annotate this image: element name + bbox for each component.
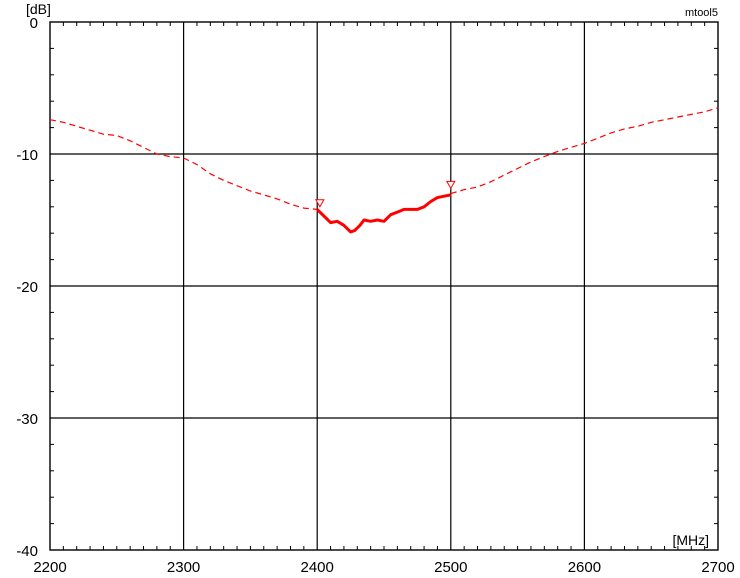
x-tick-label: 2200 — [33, 559, 66, 576]
markers — [315, 180, 456, 208]
y-tick-label: -30 — [16, 411, 38, 428]
x-tick-label: 2400 — [301, 559, 334, 576]
x-axis-label: [MHz] — [672, 532, 709, 548]
brand-label: mtool5 — [685, 7, 718, 19]
trace — [49, 107, 719, 234]
trace-line-lower — [49, 119, 318, 210]
y-tick-label: -40 — [16, 543, 38, 560]
x-tick-labels: 2200 2300 2400 2500 2600 2700 — [33, 559, 734, 576]
y-tick-label: -10 — [16, 147, 38, 164]
y-tick-labels: 0 -10 -20 -30 -40 — [16, 15, 38, 560]
axis-labels: [dB] mtool5 [MHz] — [26, 1, 718, 548]
y-tick-label: -20 — [16, 279, 38, 296]
x-tick-label: 2300 — [167, 559, 200, 576]
trace-line-upper — [450, 107, 719, 195]
x-tick-label: 2700 — [701, 559, 734, 576]
y-axis-label: [dB] — [26, 1, 51, 17]
minor-ticks — [50, 22, 718, 550]
band-marker — [445, 180, 456, 190]
x-tick-label: 2500 — [434, 559, 467, 576]
band-marker — [315, 199, 325, 208]
y-tick-label: 0 — [30, 15, 38, 32]
trace-line-band — [316, 193, 452, 234]
x-tick-label: 2600 — [568, 559, 601, 576]
